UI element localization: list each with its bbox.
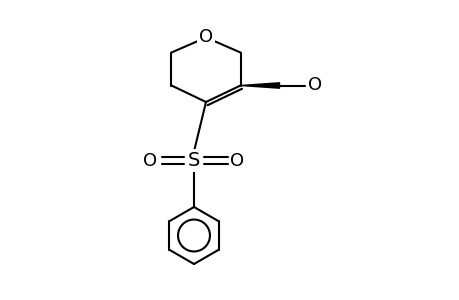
Text: O: O [230,152,244,169]
Text: O: O [198,28,213,46]
Text: O: O [308,76,322,94]
Polygon shape [240,83,279,88]
Text: S: S [187,151,200,170]
Text: O: O [143,152,157,169]
